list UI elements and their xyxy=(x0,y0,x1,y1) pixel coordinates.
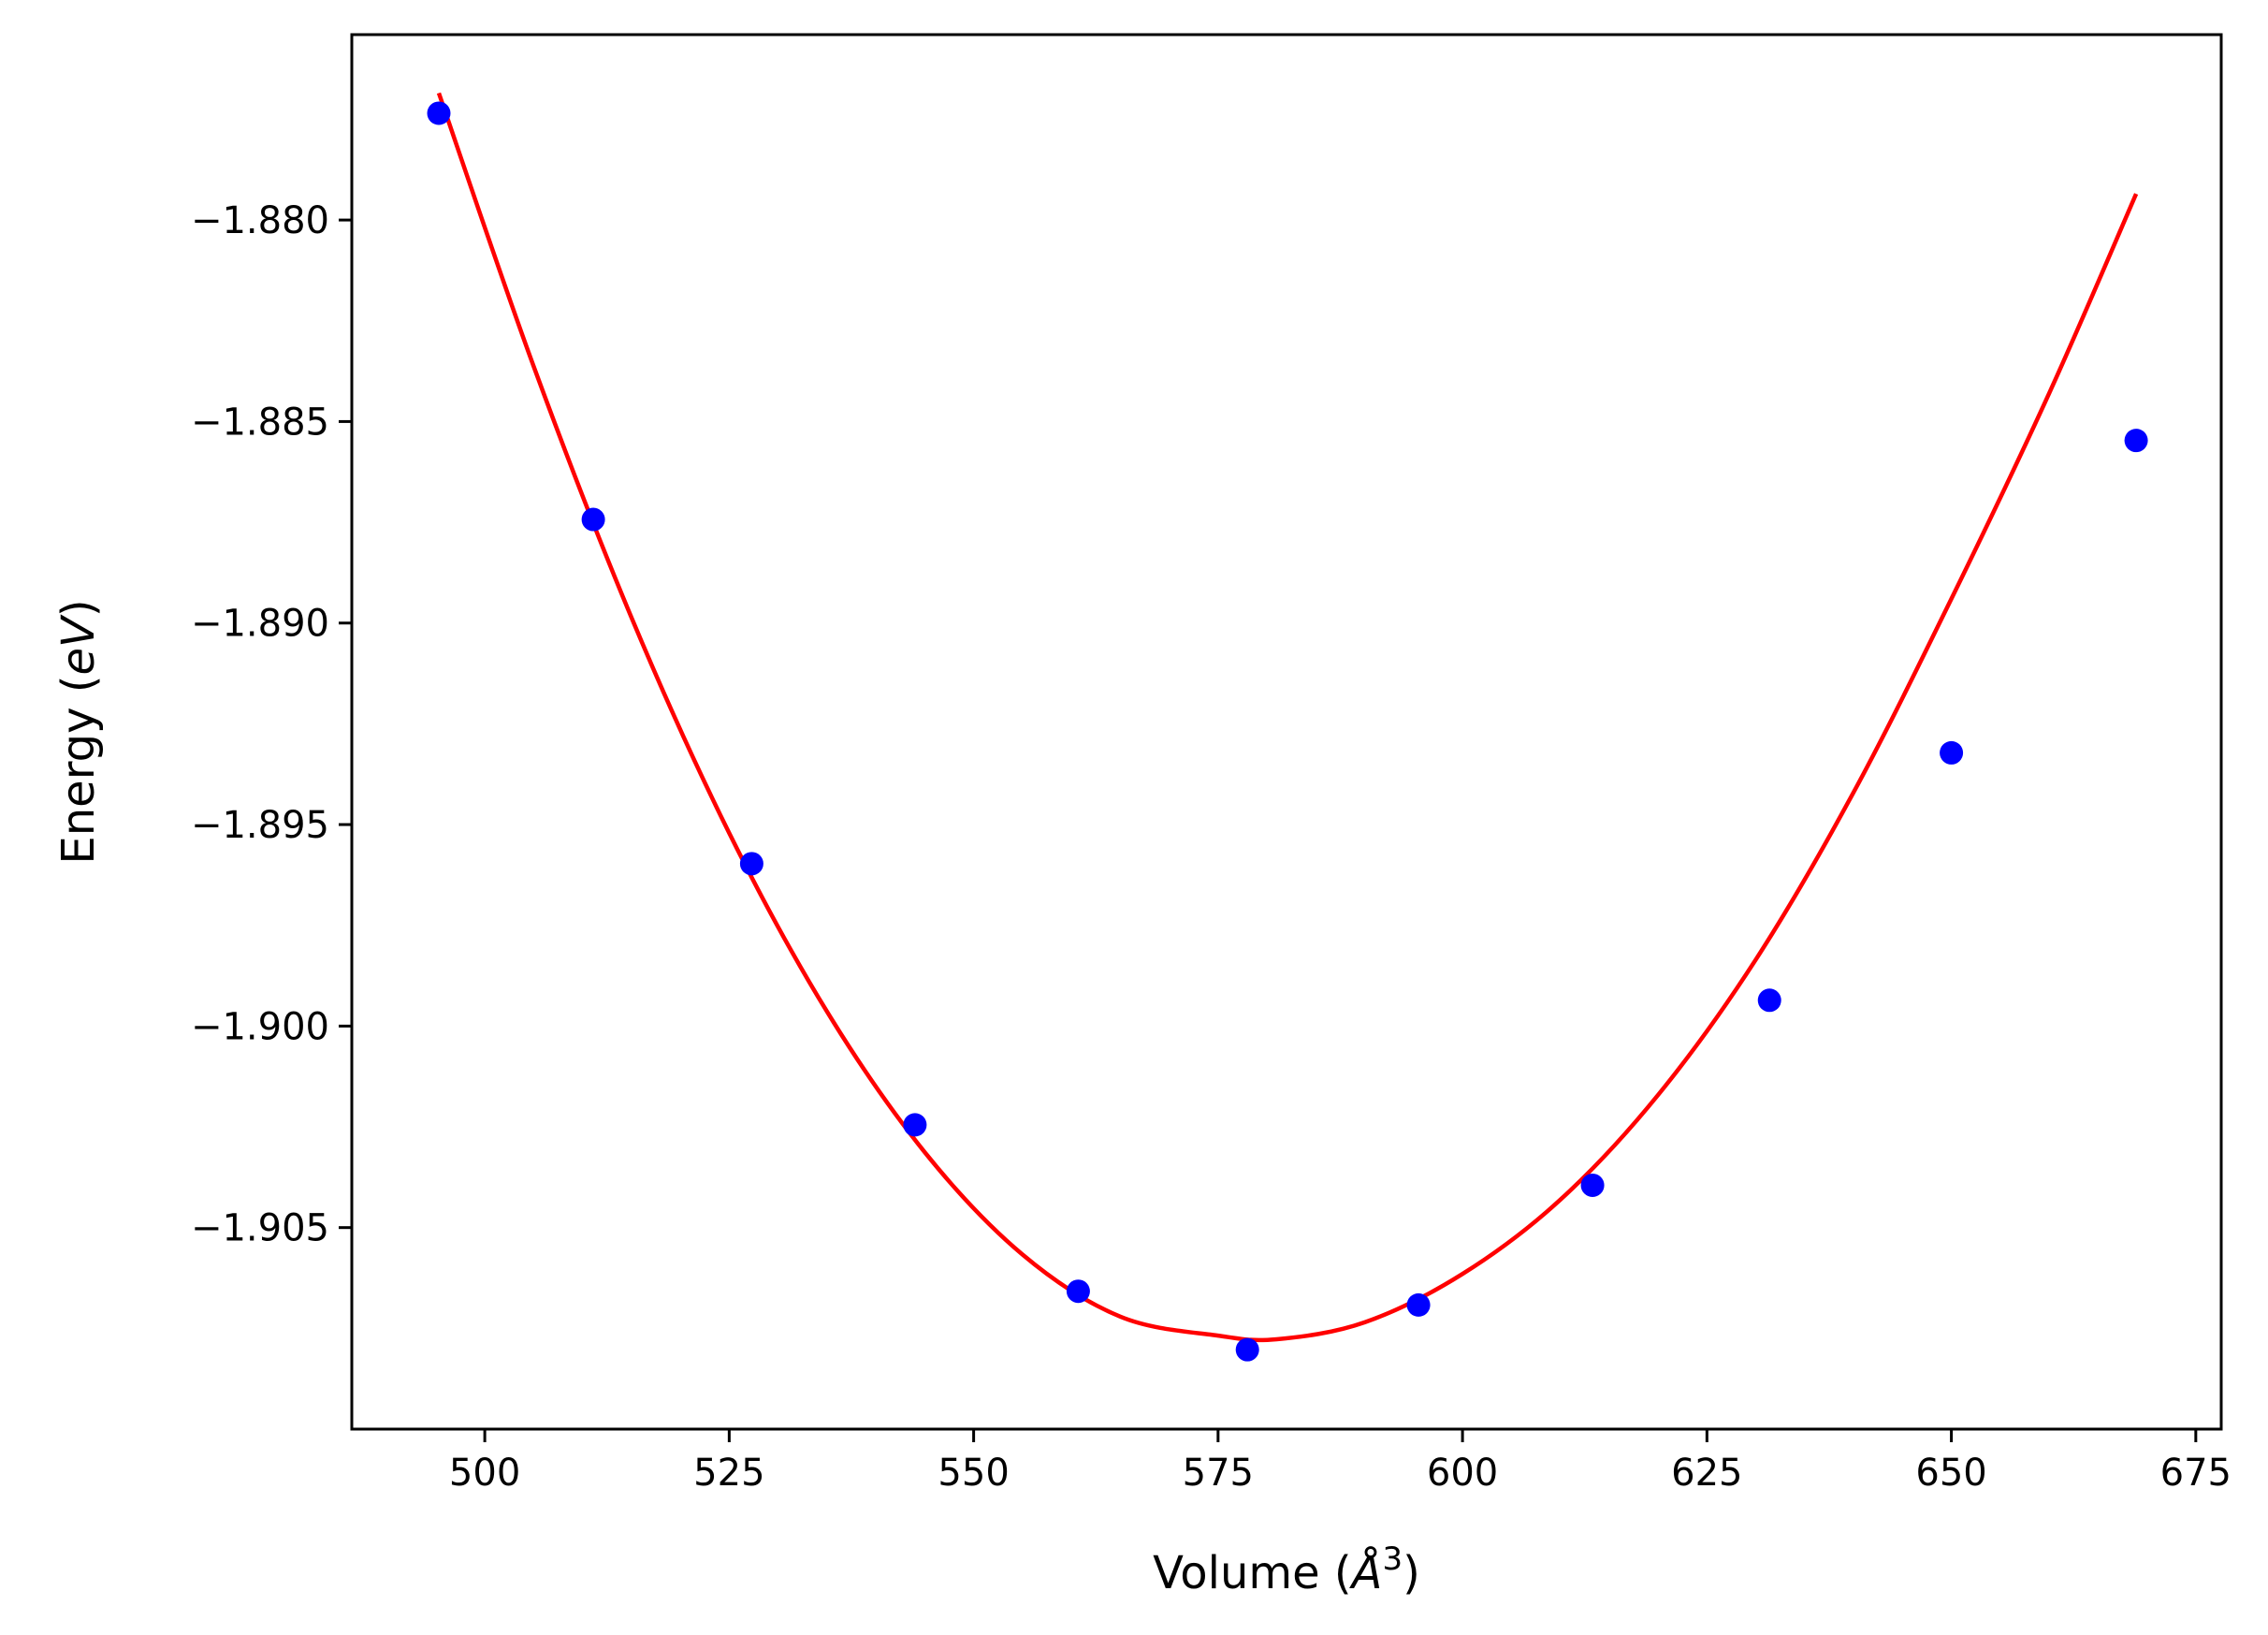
y-tick-label: −1.905 xyxy=(191,1207,329,1250)
y-tick-label: −1.900 xyxy=(191,1005,329,1048)
data-point xyxy=(903,1113,927,1137)
y-tick-label: −1.885 xyxy=(191,401,329,444)
x-tick-label: 675 xyxy=(2160,1452,2232,1495)
x-tick-label: 650 xyxy=(1915,1452,1986,1495)
data-point xyxy=(1406,1292,1431,1317)
y-tick-label: −1.890 xyxy=(191,603,329,646)
data-point xyxy=(1066,1279,1090,1304)
x-tick-label: 625 xyxy=(1671,1452,1742,1495)
axes-frame xyxy=(350,33,2223,1431)
data-point xyxy=(1580,1173,1605,1197)
x-axis-title: Volume (Å3) xyxy=(1153,1540,1420,1599)
x-tick-label: 525 xyxy=(693,1452,764,1495)
data-point xyxy=(739,852,763,876)
fit-curve xyxy=(436,92,2139,1343)
data-point xyxy=(1235,1337,1259,1362)
y-axis-title: Energy (eV) xyxy=(52,599,105,864)
data-point xyxy=(427,101,451,125)
data-point xyxy=(581,507,605,532)
y-tick-label: −1.880 xyxy=(191,199,329,242)
y-tick-label: −1.895 xyxy=(191,804,329,847)
data-point xyxy=(1940,740,1964,765)
plot-area xyxy=(427,92,2148,1362)
x-axis-ticks: 500 525 550 575 600 625 650 675 xyxy=(449,1429,2232,1495)
data-point xyxy=(2124,429,2148,453)
x-tick-label: 600 xyxy=(1427,1452,1498,1495)
x-tick-label: 550 xyxy=(938,1452,1009,1495)
x-tick-label: 500 xyxy=(449,1452,520,1495)
x-tick-label: 575 xyxy=(1183,1452,1254,1495)
data-point xyxy=(1757,988,1781,1013)
y-axis-ticks: −1.880 −1.885 −1.890 −1.895 −1.900 −1.905 xyxy=(191,199,352,1250)
